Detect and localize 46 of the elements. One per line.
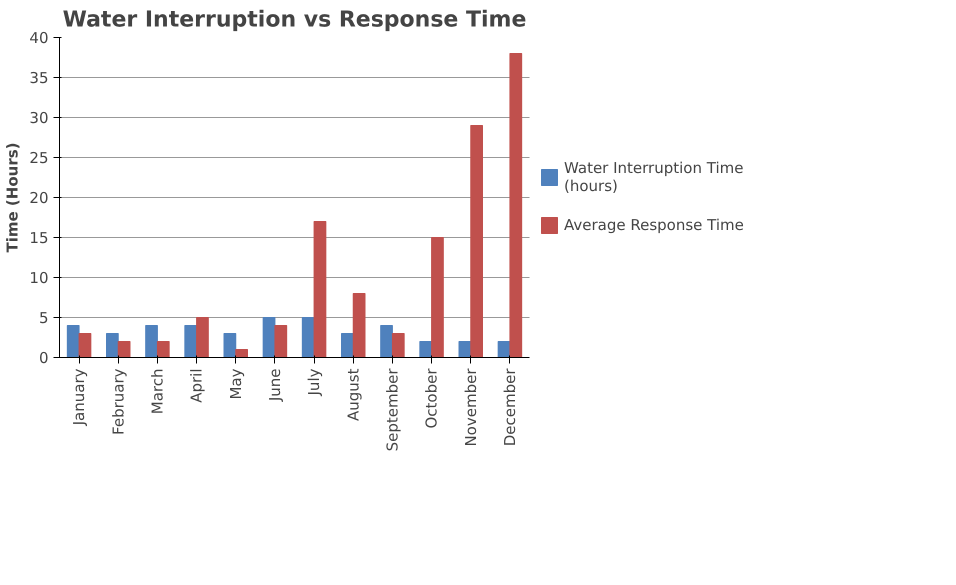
x-tick-label: May xyxy=(226,368,245,400)
bar xyxy=(106,333,119,358)
x-tick-label: February xyxy=(109,368,128,435)
bar xyxy=(156,341,170,358)
x-tick-label: October xyxy=(422,368,441,429)
bar xyxy=(224,333,236,358)
bar xyxy=(196,317,209,358)
bar xyxy=(341,333,354,358)
y-tick-label: 0 xyxy=(38,349,49,367)
bar xyxy=(235,349,248,358)
x-tick-label: January xyxy=(70,368,88,426)
x-tick-label: July xyxy=(305,368,324,396)
bar xyxy=(380,325,393,358)
bar xyxy=(262,317,276,358)
bar xyxy=(352,293,366,358)
y-tick-label: 10 xyxy=(29,269,49,287)
bar xyxy=(145,325,158,358)
y-tick-label: 40 xyxy=(29,29,49,47)
bar xyxy=(470,125,483,358)
legend-label: Water Interruption Time (hours) xyxy=(564,159,744,195)
chart-title: Water Interruption vs Response Time xyxy=(62,8,526,32)
x-tick-label: June xyxy=(266,368,284,402)
x-tick-label: April xyxy=(188,368,206,403)
y-tick-label: 20 xyxy=(29,189,49,207)
bar xyxy=(431,237,444,358)
y-tick-label: 35 xyxy=(29,69,49,87)
bar xyxy=(118,341,130,358)
y-tick-label: 30 xyxy=(29,109,49,127)
x-tick-label: December xyxy=(500,368,519,446)
bar xyxy=(78,333,92,358)
bar xyxy=(498,341,510,358)
x-tick-label: March xyxy=(148,368,166,414)
legend-label: Average Response Time xyxy=(564,216,744,234)
y-tick-label: 15 xyxy=(29,229,49,247)
x-tick-label: November xyxy=(462,368,480,447)
bar xyxy=(458,341,472,358)
bar xyxy=(274,325,288,358)
x-tick-label: September xyxy=(383,368,402,452)
bar xyxy=(314,221,326,358)
bar xyxy=(509,53,522,358)
x-tick-label: August xyxy=(344,368,362,421)
bar xyxy=(392,333,405,358)
bar xyxy=(66,325,80,358)
y-tick-label: 25 xyxy=(29,149,49,167)
y-axis-title: Time (Hours) xyxy=(3,142,22,252)
y-tick-label: 5 xyxy=(38,309,49,327)
